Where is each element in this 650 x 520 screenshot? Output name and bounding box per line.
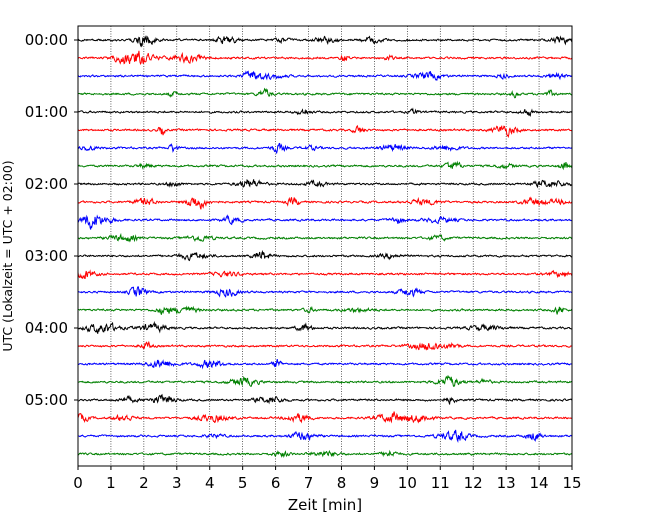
x-tick-label: 14: [530, 474, 549, 492]
trace-row-18: [77, 358, 573, 370]
y-tick-label: 01:00: [25, 103, 68, 121]
trace-row-12: [77, 249, 573, 262]
y-tick-label: 04:00: [25, 319, 68, 337]
x-tick-label: 3: [172, 474, 182, 492]
x-tick-label: 11: [431, 474, 450, 492]
x-tick-label: 12: [464, 474, 483, 492]
x-tick-label: 9: [370, 474, 380, 492]
x-axis-ticks: 0 1 2 3 4 5 6 7 8 9 10 11 12 13 14 15: [73, 466, 582, 492]
x-tick-label: 15: [562, 474, 581, 492]
x-tick-label: 8: [337, 474, 347, 492]
trace-row-6: [77, 142, 573, 155]
trace-row-9: [77, 196, 573, 210]
trace-row-1: [77, 50, 573, 65]
x-tick-label: 7: [304, 474, 314, 492]
trace-row-11: [77, 232, 573, 243]
trace-row-16: [77, 320, 573, 334]
trace-row-10: [77, 214, 573, 230]
y-tick-label: 00:00: [25, 31, 68, 49]
x-tick-label: 2: [139, 474, 149, 492]
y-tick-label: 02:00: [25, 175, 68, 193]
x-tick-label: 6: [271, 474, 281, 492]
trace-row-0: [77, 35, 573, 48]
y-tick-label: 03:00: [25, 247, 68, 265]
trace-row-7: [77, 160, 573, 171]
trace-row-5: [77, 124, 573, 139]
x-axis-label: Zeit [min]: [288, 496, 362, 514]
trace-row-8: [77, 178, 573, 189]
trace-row-4: [77, 107, 573, 117]
x-tick-label: 1: [106, 474, 116, 492]
trace-row-13: [77, 269, 573, 280]
trace-row-21: [77, 411, 573, 424]
vertical-grid: [110, 26, 540, 466]
y-axis-ticks: 00:00 01:00 02:00 03:00 04:00 05:00: [25, 31, 78, 409]
trace-row-17: [77, 340, 573, 351]
trace-row-3: [77, 87, 573, 99]
trace-row-2: [77, 70, 573, 81]
plot-frame: [77, 25, 573, 467]
x-tick-label: 5: [238, 474, 248, 492]
x-tick-label: 0: [73, 474, 83, 492]
trace-row-19: [77, 375, 573, 387]
x-tick-label: 13: [497, 474, 516, 492]
trace-row-14: [77, 286, 573, 298]
y-tick-label: 05:00: [25, 391, 68, 409]
y-axis-label: UTC (Lokalzeit = UTC + 02:00): [0, 160, 15, 351]
x-tick-label: 4: [205, 474, 215, 492]
trace-row-22: [77, 429, 573, 444]
trace-row-23: [77, 449, 573, 458]
x-tick-label: 10: [398, 474, 417, 492]
trace-row-15: [77, 305, 573, 315]
trace-group: [77, 35, 573, 458]
trace-row-20: [77, 393, 573, 405]
